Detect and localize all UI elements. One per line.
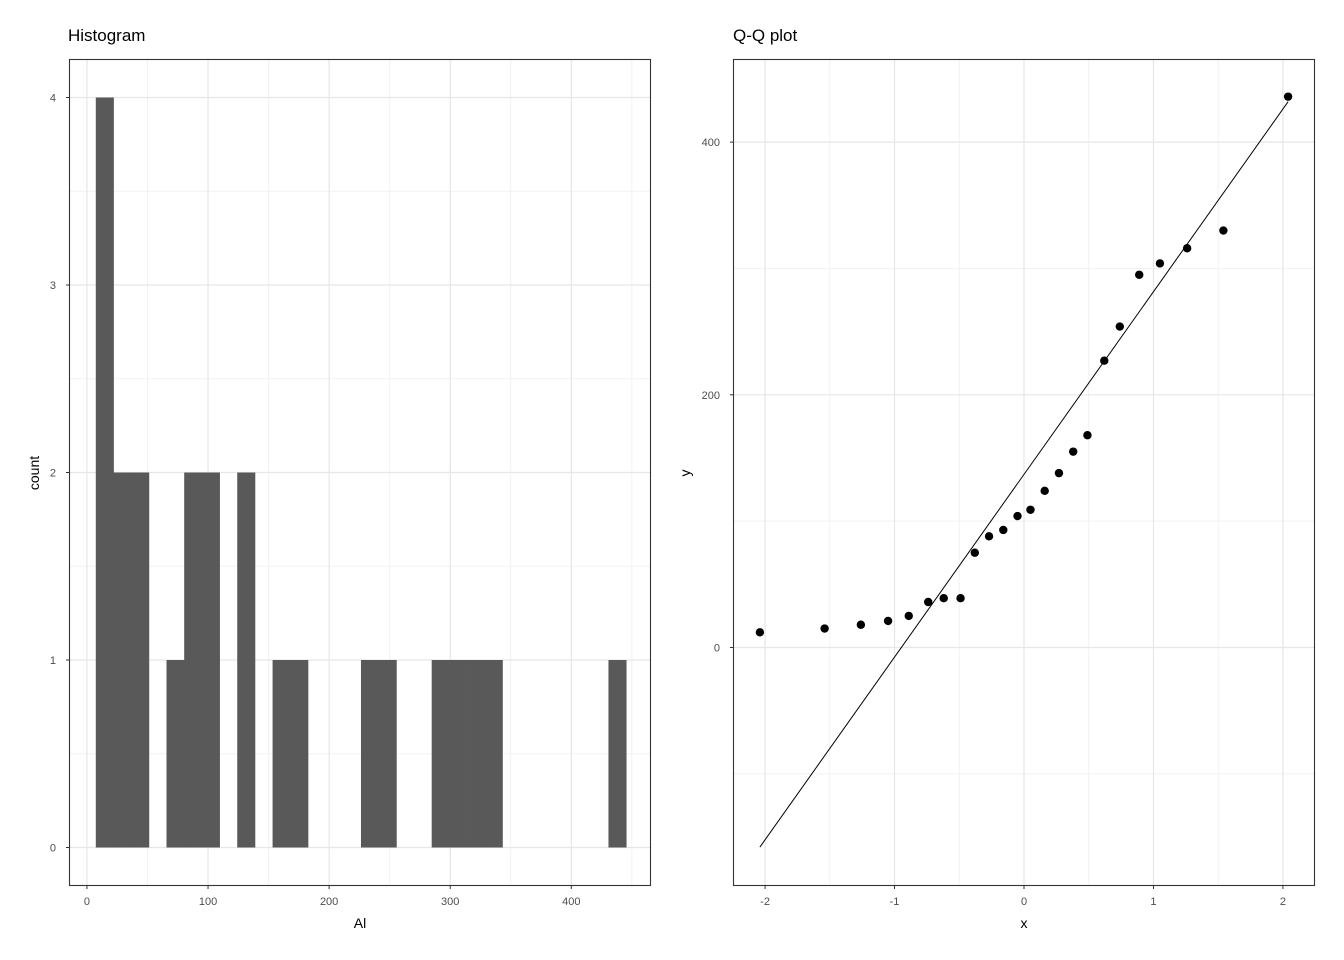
qq-y-axis: 0 200 400 [702,137,734,654]
histogram-bar [608,660,627,848]
qq-point [1155,259,1165,268]
histogram-x-tick-label: 100 [199,896,217,908]
qq-y-axis-title: y [677,470,693,477]
histogram-y-tick-label: 0 [50,843,56,855]
histogram-x-axis: 0 100 200 300 400 [84,885,580,908]
qq-point [1219,226,1228,235]
qq-y-tick-label: 200 [702,390,720,402]
histogram-x-tick-label: 0 [84,896,90,908]
qq-point [856,620,866,629]
qq-y-tick-label: 0 [714,642,720,654]
histogram-title: Histogram [68,26,145,45]
histogram-bar [467,660,486,848]
qq-point [755,628,765,637]
histogram-y-tick-label: 4 [50,93,56,105]
qq-reference-line-segment [759,101,1289,848]
qq-point [883,616,893,626]
qq-point [904,611,913,621]
qq-point [1115,322,1125,331]
qq-point [1182,244,1192,253]
qq-point [1100,356,1109,365]
histogram-bar [166,660,185,848]
qq-point [1083,431,1092,440]
qq-x-axis-title: x [1021,915,1028,931]
qq-point [939,594,948,603]
histogram-y-tick-label: 3 [50,280,56,292]
qq-point [956,594,965,603]
histogram-bar [484,660,503,848]
histogram-bar [431,660,450,848]
qq-point [984,532,994,541]
histogram-bar [290,660,309,848]
histogram-gridlines [70,60,650,885]
qq-reference-line [759,101,1289,848]
histogram-bar [378,660,397,848]
qq-point [1013,511,1022,521]
qq-y-tick-label: 400 [702,137,720,149]
histogram-bar [237,472,256,848]
histogram-bar [272,660,291,848]
histogram-y-tick-label: 1 [50,655,56,667]
qq-point [999,525,1008,535]
qq-x-tick-label: 2 [1280,896,1286,908]
histogram-x-axis-title: Al [354,915,366,931]
qq-point [1068,447,1078,456]
qq-x-tick-label: -1 [890,896,900,908]
qq-point [1135,270,1144,279]
qq-x-tick-label: -2 [760,896,770,908]
qq-point [923,597,933,607]
histogram-bar [201,472,220,848]
qq-point [970,548,980,557]
histogram-bar [113,472,132,848]
histogram-x-tick-label: 200 [320,896,338,908]
qq-x-tick-label: 0 [1021,896,1027,908]
histogram-bar [184,472,203,848]
histogram-y-axis-title: count [26,456,42,490]
qq-x-tick-label: 1 [1150,896,1156,908]
histogram-chart: Histogram 0 100 200 300 400 0 1 2 3 4 Al count [26,26,652,931]
histogram-bar [95,97,114,848]
qq-x-axis: -2 -1 0 1 2 [760,885,1286,908]
qq-points [755,92,1293,637]
histogram-bar [449,660,468,848]
histogram-x-tick-label: 400 [562,896,580,908]
qq-point [1054,468,1064,478]
qq-title: Q-Q plot [733,26,798,45]
histogram-y-axis: 0 1 2 3 4 [50,93,70,855]
qq-point [820,624,829,633]
histogram-bar [360,660,380,848]
histogram-y-tick-label: 2 [50,468,56,480]
qq-point [1283,92,1293,101]
histogram-x-tick-label: 300 [441,896,459,908]
histogram-bars [95,97,627,848]
qq-chart: Q-Q plot -2 -1 0 1 2 0 200 400 x y [677,26,1316,931]
histogram-bar [131,472,150,848]
qq-point [1040,486,1049,496]
qq-point [1026,505,1035,514]
